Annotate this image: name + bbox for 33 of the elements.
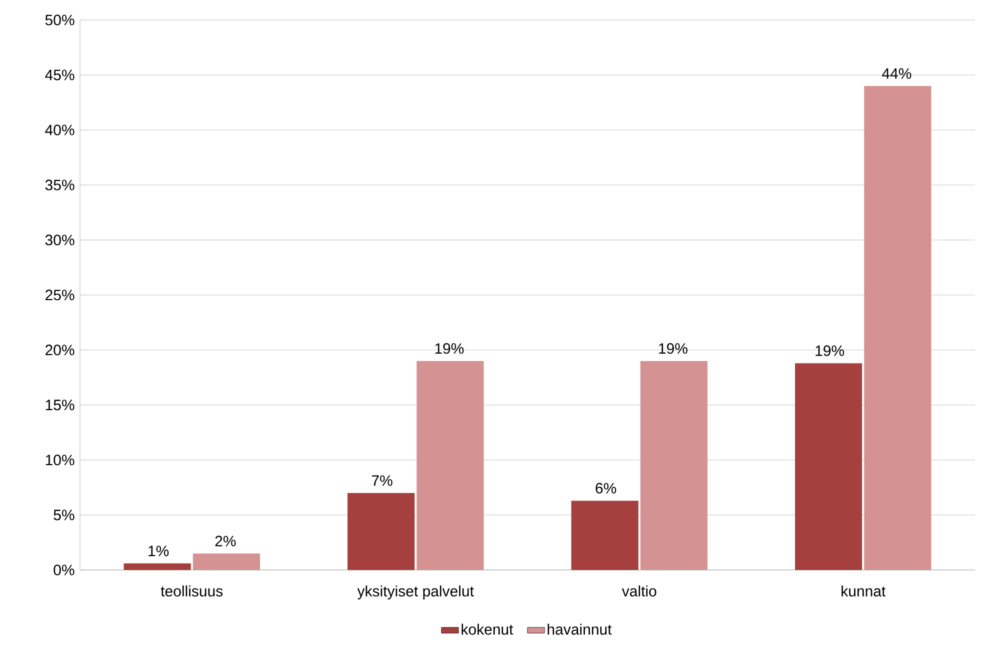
y-tick-label: 0% [54, 564, 74, 576]
bar [795, 363, 862, 570]
data-label: 19% [659, 343, 688, 354]
data-label: 1% [148, 546, 169, 556]
data-label: 19% [816, 345, 844, 356]
bar [416, 361, 484, 570]
data-label: 2% [215, 536, 236, 546]
y-tick-label: 30% [45, 234, 74, 246]
data-label: 7% [372, 475, 392, 486]
x-tick-label: valtio [622, 585, 656, 596]
data-label: 44% [882, 68, 912, 79]
legend-label: kokenut [462, 624, 514, 635]
x-tick-label: kunnat [842, 585, 886, 596]
bar [864, 86, 932, 570]
bar [348, 493, 415, 570]
y-tick-label: 20% [46, 344, 74, 356]
y-tick-label: 15% [46, 400, 74, 410]
y-tick-label: 50% [45, 14, 74, 26]
data-label: 19% [435, 343, 464, 354]
y-tick-label: 10% [46, 454, 74, 466]
y-tick-label: 5% [54, 510, 74, 520]
data-label: 6% [596, 482, 616, 494]
bar [640, 361, 708, 570]
y-tick-label: 45% [45, 70, 74, 80]
bar [571, 500, 638, 570]
x-tick-label: yksityiset palvelut [357, 585, 474, 600]
y-tick-label: 40% [45, 124, 74, 136]
bar [192, 554, 260, 570]
bar [124, 563, 191, 570]
legend-label: havainnut [548, 624, 612, 635]
x-tick-label: teollisuus [160, 585, 223, 596]
y-tick-label: 35% [45, 180, 74, 190]
y-tick-label: 25% [46, 290, 74, 300]
